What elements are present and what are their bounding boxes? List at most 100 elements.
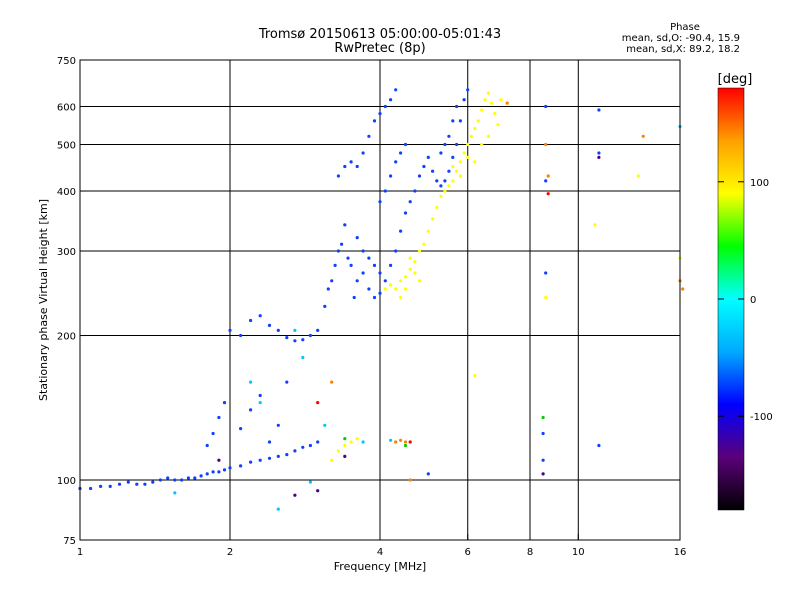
data-point — [343, 223, 347, 227]
data-point — [239, 464, 243, 468]
data-point — [301, 355, 305, 360]
data-point — [394, 440, 398, 444]
data-point — [151, 480, 155, 484]
phase-info: Phase mean, sd,O: -90.4, 15.9 mean, sd,X… — [590, 22, 740, 55]
data-point — [389, 438, 393, 442]
data-point — [361, 271, 365, 275]
data-point — [458, 160, 462, 164]
data-point — [361, 440, 365, 444]
x-axis-label: Frequency [MHz] — [334, 560, 426, 573]
data-point — [293, 328, 297, 332]
data-point — [276, 507, 280, 511]
data-point — [258, 401, 262, 405]
data-point — [447, 184, 451, 188]
data-point — [301, 445, 305, 449]
data-point — [383, 104, 387, 109]
data-point — [343, 454, 347, 458]
data-point — [378, 112, 382, 116]
data-point — [228, 328, 232, 332]
phase-line-o: mean, sd,O: -90.4, 15.9 — [621, 33, 740, 44]
data-point — [403, 287, 408, 291]
data-point — [343, 164, 347, 169]
data-point — [330, 380, 334, 384]
data-point — [276, 423, 280, 427]
data-point — [99, 484, 103, 488]
data-point — [417, 174, 422, 178]
data-point — [426, 155, 430, 159]
data-point — [544, 179, 548, 183]
data-point — [308, 480, 312, 484]
x-tick-label: 16 — [674, 547, 687, 558]
data-point — [480, 142, 484, 147]
data-point — [383, 189, 387, 193]
data-point — [451, 179, 455, 183]
data-point — [355, 236, 359, 240]
data-point — [211, 431, 215, 436]
data-point — [352, 295, 356, 300]
colorbar-ticks: 100 0 -100 — [718, 178, 773, 423]
data-point — [180, 478, 184, 482]
data-point — [443, 179, 447, 183]
data-point — [458, 174, 462, 178]
data-point — [476, 119, 480, 123]
data-point — [422, 164, 426, 169]
data-point — [367, 256, 371, 260]
data-point — [408, 267, 412, 271]
data-point — [641, 134, 645, 138]
data-point — [486, 134, 490, 138]
data-point — [546, 174, 550, 178]
data-point — [473, 126, 477, 131]
y-tick-label: 300 — [57, 247, 76, 258]
data-point — [276, 454, 280, 458]
data-point — [544, 142, 548, 147]
data-point — [205, 472, 209, 476]
colorbar-tick-label: 100 — [750, 178, 769, 189]
data-point — [403, 211, 408, 215]
data-point — [293, 449, 297, 453]
data-point — [636, 174, 641, 178]
x-tick-label: 6 — [465, 547, 471, 558]
data-point — [222, 401, 227, 405]
data-point — [408, 440, 412, 444]
data-point — [439, 151, 443, 155]
data-point — [316, 401, 320, 405]
data-point — [394, 88, 398, 92]
data-point — [455, 169, 459, 173]
data-point — [426, 472, 430, 476]
chart-subtitle: RwPretec (8p) — [334, 41, 426, 56]
data-point — [399, 279, 403, 283]
data-point — [462, 98, 466, 102]
x-tick-label: 10 — [572, 547, 585, 558]
data-point — [285, 380, 289, 384]
data-point — [394, 287, 398, 291]
x-tick-label: 4 — [377, 547, 383, 558]
data-point — [355, 164, 359, 169]
data-point — [267, 440, 272, 444]
x-axis-ticks: 1 2 4 6 8 10 16 — [77, 534, 687, 558]
data-point — [499, 98, 503, 102]
data-point — [293, 493, 297, 497]
data-point — [493, 112, 497, 116]
data-point — [217, 470, 221, 474]
data-point — [301, 338, 305, 342]
data-point — [361, 249, 365, 253]
data-point — [399, 295, 403, 300]
data-point — [316, 440, 320, 444]
colorbar-tick-label: -100 — [750, 412, 773, 423]
data-point — [285, 453, 289, 457]
data-point — [541, 472, 545, 476]
data-point — [408, 478, 412, 482]
data-point — [462, 151, 466, 155]
data-point — [239, 333, 243, 338]
data-point — [541, 458, 545, 462]
data-point — [389, 263, 393, 267]
data-point — [316, 328, 320, 332]
data-point — [258, 393, 262, 398]
data-point — [89, 486, 93, 491]
data-point — [593, 223, 597, 227]
y-axis-ticks: 75 100 200 300 400 500 600 750 — [57, 56, 86, 547]
data-point — [443, 189, 447, 193]
data-point — [258, 314, 262, 318]
data-point — [413, 260, 417, 264]
data-point — [293, 339, 297, 343]
